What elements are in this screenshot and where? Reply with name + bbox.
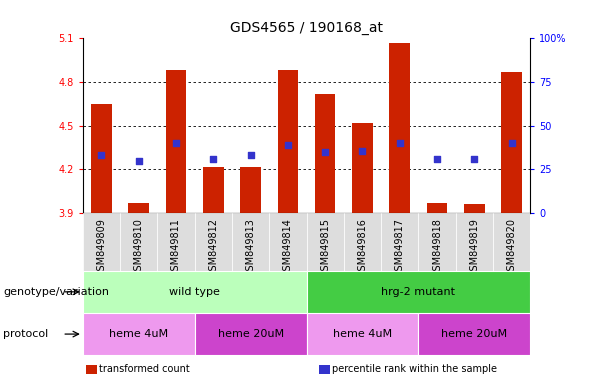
Bar bbox=[240, 167, 261, 213]
Bar bbox=[306, 271, 530, 313]
Text: GSM849820: GSM849820 bbox=[506, 218, 517, 277]
Bar bbox=[120, 213, 158, 271]
Text: percentile rank within the sample: percentile rank within the sample bbox=[332, 364, 497, 374]
Text: GSM849813: GSM849813 bbox=[246, 218, 256, 276]
Point bbox=[432, 156, 442, 162]
Bar bbox=[464, 204, 484, 213]
Point bbox=[208, 156, 218, 162]
Text: heme 20uM: heme 20uM bbox=[441, 329, 508, 339]
Text: heme 4uM: heme 4uM bbox=[109, 329, 168, 339]
Bar bbox=[278, 70, 298, 213]
Bar bbox=[129, 203, 149, 213]
Text: GSM849817: GSM849817 bbox=[395, 218, 405, 277]
Bar bbox=[203, 167, 224, 213]
Bar bbox=[91, 104, 112, 213]
Bar bbox=[306, 213, 344, 271]
Text: GSM849809: GSM849809 bbox=[96, 218, 107, 276]
Bar bbox=[344, 213, 381, 271]
Text: protocol: protocol bbox=[3, 329, 48, 339]
Text: GSM849816: GSM849816 bbox=[357, 218, 367, 276]
Text: heme 20uM: heme 20uM bbox=[218, 329, 284, 339]
Point bbox=[171, 140, 181, 146]
Bar bbox=[83, 313, 195, 355]
Bar bbox=[232, 213, 269, 271]
Text: transformed count: transformed count bbox=[99, 364, 190, 374]
Text: GSM849819: GSM849819 bbox=[470, 218, 479, 276]
Text: hrg-2 mutant: hrg-2 mutant bbox=[381, 287, 455, 297]
Bar bbox=[389, 43, 410, 213]
Bar bbox=[352, 123, 373, 213]
Text: GSM849811: GSM849811 bbox=[171, 218, 181, 276]
Bar bbox=[501, 72, 522, 213]
Text: GSM849810: GSM849810 bbox=[134, 218, 143, 276]
Bar bbox=[195, 213, 232, 271]
Point bbox=[96, 152, 106, 158]
Point bbox=[357, 147, 367, 154]
Point bbox=[134, 157, 143, 164]
Point bbox=[283, 142, 293, 148]
Point bbox=[507, 140, 517, 146]
Bar bbox=[269, 213, 306, 271]
Bar bbox=[381, 213, 418, 271]
Bar bbox=[427, 203, 447, 213]
Bar bbox=[166, 70, 186, 213]
Bar bbox=[83, 213, 120, 271]
Point bbox=[395, 140, 405, 146]
Point bbox=[320, 149, 330, 155]
Bar bbox=[418, 313, 530, 355]
Bar bbox=[158, 213, 195, 271]
Text: heme 4uM: heme 4uM bbox=[333, 329, 392, 339]
Text: GSM849815: GSM849815 bbox=[320, 218, 330, 277]
Bar bbox=[455, 213, 493, 271]
Point bbox=[470, 156, 479, 162]
Bar bbox=[306, 313, 418, 355]
Text: genotype/variation: genotype/variation bbox=[3, 287, 109, 297]
Bar bbox=[315, 94, 335, 213]
Bar bbox=[493, 213, 530, 271]
Text: GSM849812: GSM849812 bbox=[208, 218, 218, 277]
Point bbox=[246, 152, 256, 158]
Text: wild type: wild type bbox=[169, 287, 220, 297]
Text: GSM849818: GSM849818 bbox=[432, 218, 442, 276]
Text: GSM849814: GSM849814 bbox=[283, 218, 293, 276]
Bar bbox=[83, 271, 306, 313]
Bar bbox=[418, 213, 455, 271]
Bar bbox=[195, 313, 306, 355]
Title: GDS4565 / 190168_at: GDS4565 / 190168_at bbox=[230, 21, 383, 35]
